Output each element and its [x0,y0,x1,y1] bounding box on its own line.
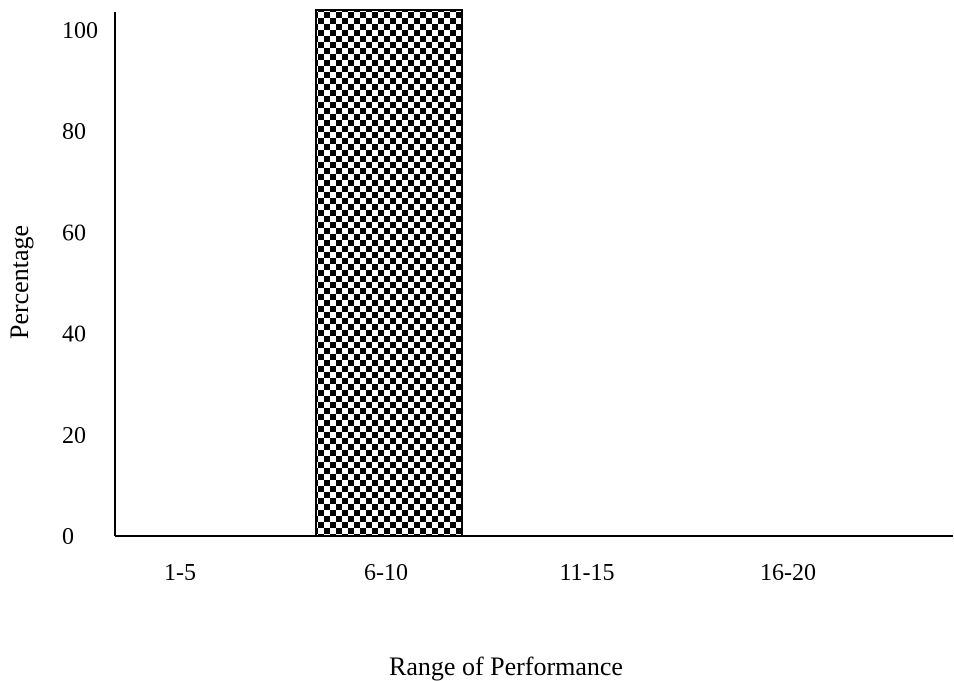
x-tick-label: 6-10 [364,560,408,586]
y-tick-label: 100 [62,18,98,44]
x-tick-labels: 1-5 6-10 11-15 16-20 [164,560,816,586]
y-tick-labels: 0 20 40 60 80 100 [62,18,98,550]
x-tick-label: 16-20 [760,560,816,586]
bars-group [315,9,463,537]
x-axis-title: Range of Performance [389,652,623,681]
y-axis-title: Percentage [5,225,34,339]
y-tick-label: 20 [62,423,86,449]
x-tick-label: 11-15 [559,560,614,586]
y-tick-label: 0 [62,524,74,550]
x-tick-label: 1-5 [164,560,196,586]
bar [315,9,463,537]
y-tick-label: 80 [62,119,86,145]
y-tick-label: 60 [62,220,86,246]
y-tick-label: 40 [62,322,86,348]
